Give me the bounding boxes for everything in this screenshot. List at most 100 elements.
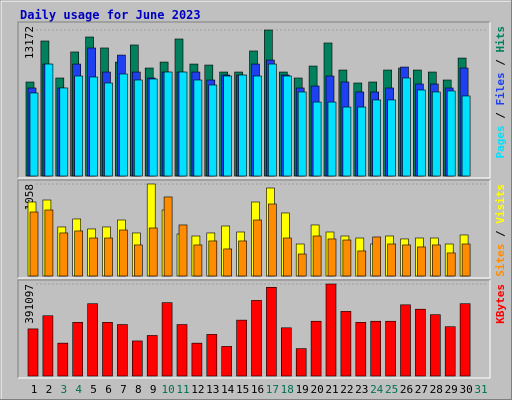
legend-separator [494,224,507,231]
x-tick-label: 23 [355,383,368,396]
bar [429,314,441,377]
x-tick-label: 30 [459,383,472,396]
bar [42,315,54,377]
bar [297,253,307,277]
legend-entry: Pages [494,125,507,158]
bar [193,244,203,277]
legend-entry: KBytes [494,284,507,324]
x-tick-label: 28 [430,383,443,396]
bar [193,79,203,177]
x-tick-label: 19 [296,383,309,396]
panel-bevel-dark [17,21,490,178]
x-tick-label: 2 [46,383,53,396]
bar [372,99,382,177]
legend-entry: Hits [494,26,507,53]
x-tick-label: 25 [385,383,398,396]
bar [310,320,322,377]
legend: KBytes [494,284,507,324]
panel-bevel-light [18,280,491,379]
bar [191,342,203,377]
bar [268,203,277,277]
legend-entry: Files [494,72,507,105]
bar [59,87,69,177]
bar [236,319,247,377]
panel-bevel-dark [17,279,490,378]
legend-separator: / [494,230,507,237]
legend-separator [494,106,507,113]
x-tick-label: 21 [325,383,338,396]
bar [297,91,307,177]
bar [253,75,262,177]
bar [327,101,337,177]
bar [102,322,113,377]
bar [461,95,471,177]
bar [446,90,456,177]
x-tick-label: 1 [31,383,38,396]
bar [223,75,232,177]
panel-bevel-light [18,22,491,179]
x-tick-label: 18 [281,383,294,396]
bar [74,75,83,177]
x-tick-label: 27 [415,383,428,396]
bar [238,240,247,277]
bar [74,230,83,277]
bar [402,244,411,277]
bar [387,99,396,177]
bar [221,346,232,377]
x-tick-label: 15 [236,383,249,396]
legend-separator: / [494,59,507,66]
bar [178,71,188,177]
bar [148,227,158,277]
bar [268,63,277,177]
x-tick-label: 4 [75,383,82,396]
bar [57,342,69,377]
bar [342,239,352,277]
bar [415,308,426,377]
x-tick-label: 5 [90,383,97,396]
bar [134,79,143,177]
panel-bevel-dark [17,179,490,278]
bar [104,82,113,177]
bar [176,324,188,377]
panel-bevel-light [18,180,491,279]
bar [372,236,382,277]
x-tick-label: 12 [191,383,204,396]
bar [163,71,173,177]
bar [266,286,277,377]
legend-separator [494,119,507,126]
bar [355,322,367,377]
x-tick-label: 6 [105,383,112,396]
x-tick-label: 10 [161,383,174,396]
bar [280,327,292,377]
bar [417,89,426,177]
bar [104,237,113,277]
bar [132,340,143,377]
x-tick-label: 3 [60,383,67,396]
bar [327,238,337,277]
bar [340,311,352,377]
legend-separator [494,53,507,60]
bar [431,91,441,177]
bar [444,326,456,377]
x-tick-label: 7 [120,383,127,396]
bar [325,283,337,377]
bar [206,334,218,377]
bar [59,232,69,277]
legend: Sites / Visits [494,184,507,277]
x-tick-label: 26 [400,383,413,396]
bar [387,243,396,277]
x-tick-label: 29 [445,383,458,396]
bar [119,73,128,177]
legend-separator: / [494,112,507,119]
x-tick-label: 14 [221,383,235,396]
x-tick-label: 22 [340,383,353,396]
legend: Pages / Files / Hits [494,26,507,159]
legend-separator [494,237,507,244]
bar [163,196,173,277]
bar [29,211,39,277]
bar [370,320,382,377]
bar [400,304,411,377]
bar [312,235,322,277]
x-tick-label: 11 [176,383,189,396]
